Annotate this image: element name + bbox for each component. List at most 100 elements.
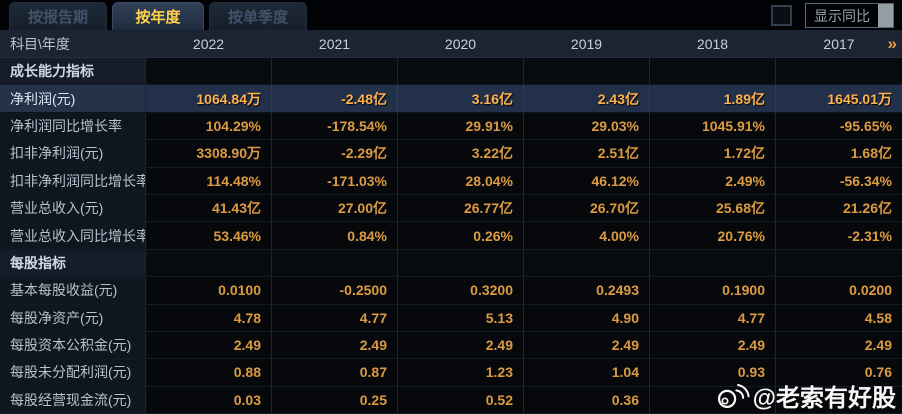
value-cell: -0.2500: [272, 277, 398, 304]
value-cell: 0.3200: [398, 277, 524, 304]
row-label-cell: 扣非净利润同比增长率: [0, 167, 146, 194]
tab-bar: 按报告期 按年度 按单季度 显示同比: [0, 0, 902, 30]
value-cell: 0.1900: [650, 277, 776, 304]
value-cell: 4.77: [650, 304, 776, 331]
row-label-cell: 每股未分配利润(元): [0, 359, 146, 386]
value-cell: 29.91%: [398, 112, 524, 140]
value-cell: [398, 249, 524, 277]
value-cell: [398, 58, 524, 85]
value-cell: -56.34%: [776, 167, 902, 194]
value-cell: 3308.90万: [146, 140, 272, 167]
value-cell: [272, 249, 398, 277]
table-header-row: 科目\年度 2022 2021 2020 2019 2018 2017»: [0, 30, 902, 58]
show-yoy-button[interactable]: 显示同比: [805, 3, 894, 28]
table-row[interactable]: 每股净资产(元) 4.78 4.77 5.13 4.90 4.77 4.58: [0, 304, 902, 332]
value-cell: [524, 249, 650, 277]
table-row[interactable]: 每股经营现金流(元) 0.03 0.25 0.52 0.36: [0, 386, 902, 414]
value-cell: 29.03%: [524, 112, 650, 140]
corner-header-cell: 科目\年度: [0, 30, 146, 57]
table-row[interactable]: 营业总收入(元) 41.43亿 27.00亿 26.77亿 26.70亿 25.68亿 21…: [0, 194, 902, 223]
value-cell: 2.49%: [650, 167, 776, 194]
value-cell: 0.36: [524, 386, 650, 414]
row-label-cell: 每股指标: [0, 249, 146, 277]
financial-indicators-table: 科目\年度 2022 2021 2020 2019 2018 2017» 成长能力指标 净利润(…: [0, 30, 902, 414]
value-cell: 1045.91%: [650, 112, 776, 140]
value-cell: 2.49: [272, 331, 398, 359]
year-header-cell: 2021: [272, 30, 398, 57]
row-label-cell: 每股经营现金流(元): [0, 386, 146, 414]
show-yoy-label: 显示同比: [814, 7, 870, 24]
value-cell: [146, 249, 272, 277]
value-cell: 1.04: [524, 359, 650, 386]
tab-by-report-period[interactable]: 按报告期: [9, 2, 108, 30]
row-label-cell: 每股资本公积金(元): [0, 331, 146, 359]
value-cell: 28.04%: [398, 167, 524, 194]
table-row[interactable]: 营业总收入同比增长率 53.46% 0.84% 0.26% 4.00% 20.76% -2.…: [0, 222, 902, 250]
value-cell: 26.77亿: [398, 194, 524, 222]
value-cell: 4.90: [524, 304, 650, 331]
value-cell: [650, 58, 776, 85]
show-yoy-checkbox[interactable]: [771, 5, 792, 26]
value-cell: -2.48亿: [272, 85, 398, 112]
row-label-cell: 扣非净利润(元): [0, 140, 146, 167]
value-cell: -2.29亿: [272, 140, 398, 167]
row-label-cell: 净利润同比增长率: [0, 112, 146, 140]
value-cell: 114.48%: [146, 167, 272, 194]
value-cell: 1645.01万: [776, 85, 902, 112]
value-cell: 21.26亿: [776, 194, 902, 222]
value-cell: 25.68亿: [650, 194, 776, 222]
value-cell: 3.16亿: [398, 85, 524, 112]
row-label-cell: 成长能力指标: [0, 58, 146, 85]
table-row[interactable]: 净利润(元) 1064.84万 -2.48亿 3.16亿 2.43亿 1.89亿 1645.…: [0, 85, 902, 113]
value-cell: 5.13: [398, 304, 524, 331]
row-label-cell: 净利润(元): [0, 85, 146, 112]
value-cell: [650, 386, 776, 414]
row-label-cell: 营业总收入同比增长率: [0, 222, 146, 249]
tab-by-quarter[interactable]: 按单季度: [209, 2, 308, 30]
value-cell: -178.54%: [272, 112, 398, 140]
value-cell: 3.22亿: [398, 140, 524, 167]
table-row[interactable]: 扣非净利润(元) 3308.90万 -2.29亿 3.22亿 2.51亿 1.72亿 1.6…: [0, 140, 902, 168]
value-cell: 20.76%: [650, 222, 776, 249]
table-row[interactable]: 每股未分配利润(元) 0.88 0.87 1.23 1.04 0.93 0.76: [0, 359, 902, 387]
value-cell: [524, 58, 650, 85]
value-cell: 0.88: [146, 359, 272, 386]
table-row[interactable]: 每股资本公积金(元) 2.49 2.49 2.49 2.49 2.49 2.49: [0, 331, 902, 360]
value-cell: 2.49: [650, 331, 776, 359]
value-cell: 0.03: [146, 386, 272, 414]
value-cell: 2.49: [776, 331, 902, 359]
table-row[interactable]: 净利润同比增长率 104.29% -178.54% 29.91% 29.03% 1045.…: [0, 112, 902, 141]
value-cell: [146, 58, 272, 85]
value-cell: 1.89亿: [650, 85, 776, 112]
year-header-cell: 2020: [398, 30, 524, 57]
table-row[interactable]: 基本每股收益(元) 0.0100 -0.2500 0.3200 0.2493 0.1900…: [0, 277, 902, 305]
value-cell: -171.03%: [272, 167, 398, 194]
value-cell: [776, 58, 902, 85]
value-cell: 46.12%: [524, 167, 650, 194]
value-cell: 0.84%: [272, 222, 398, 249]
more-years-icon[interactable]: »: [887, 33, 898, 53]
value-cell: 53.46%: [146, 222, 272, 249]
table-row[interactable]: 扣非净利润同比增长率 114.48% -171.03% 28.04% 46.12% 2.4…: [0, 167, 902, 195]
row-label-cell: 营业总收入(元): [0, 194, 146, 222]
value-cell: 4.00%: [524, 222, 650, 249]
value-cell: 26.70亿: [524, 194, 650, 222]
value-cell: [272, 58, 398, 85]
value-cell: 0.52: [398, 386, 524, 414]
tab-by-year[interactable]: 按年度: [112, 2, 205, 30]
year-header-cell: 2019: [524, 30, 650, 57]
row-label-cell: 每股净资产(元): [0, 304, 146, 331]
value-cell: 4.77: [272, 304, 398, 331]
value-cell: 2.49: [524, 331, 650, 359]
value-cell: 4.58: [776, 304, 902, 331]
show-yoy-knob: [878, 4, 893, 27]
value-cell: 0.26%: [398, 222, 524, 249]
value-cell: 0.25: [272, 386, 398, 414]
value-cell: 0.87: [272, 359, 398, 386]
year-header-cell: 2022: [146, 30, 272, 57]
section-row: 成长能力指标: [0, 58, 902, 86]
row-label-cell: 基本每股收益(元): [0, 277, 146, 304]
value-cell: 0.76: [776, 359, 902, 386]
value-cell: 4.78: [146, 304, 272, 331]
value-cell: 41.43亿: [146, 194, 272, 222]
